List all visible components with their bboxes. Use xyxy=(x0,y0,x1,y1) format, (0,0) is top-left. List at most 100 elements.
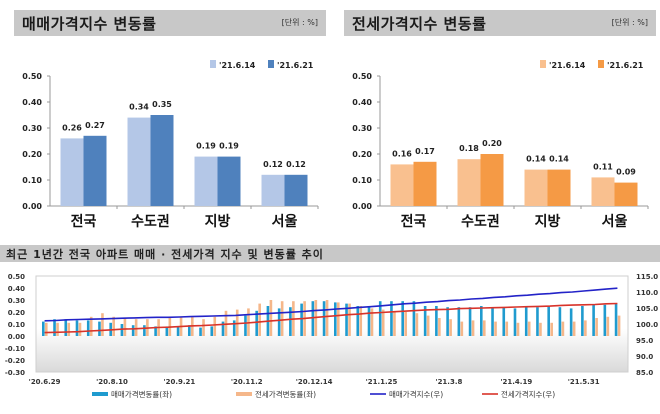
trend-line xyxy=(44,287,618,322)
trend-bar xyxy=(381,309,385,336)
jeonse-data-label: 0.14 xyxy=(526,155,546,164)
sale-legend-swatch xyxy=(210,60,216,68)
trend-bar xyxy=(75,320,79,336)
trend-bar xyxy=(438,318,441,336)
trend-bar xyxy=(244,315,247,336)
sale-y-tick-label: 0.10 xyxy=(22,176,42,185)
sale-bar xyxy=(60,138,84,206)
trend-bar xyxy=(460,321,464,336)
trend-bar xyxy=(98,321,101,336)
trend-bar xyxy=(348,303,351,336)
jeonse-bar xyxy=(614,182,638,206)
trend-bar xyxy=(101,313,104,336)
sale-price-change-panel: 매매가격지수 변동률 [단위 : %] 0.00 0.10 0.20 0.30 0.40… xyxy=(14,10,326,238)
trend-bar xyxy=(334,302,337,336)
trend-right-tick-label: 100.0 xyxy=(636,321,658,329)
jeonse-legend-label: '21.6.14 xyxy=(549,61,586,70)
jeonse-category-label: 지방 xyxy=(535,213,561,230)
trend-bar xyxy=(176,326,180,336)
sale-price-title-bar: 매매가격지수 변동률 [단위 : %] xyxy=(14,10,326,36)
trend-bar xyxy=(505,321,509,336)
trend-bar xyxy=(617,315,621,336)
jeonse-legend-swatch xyxy=(540,60,546,68)
trend-bar xyxy=(390,301,393,336)
trend-bar xyxy=(550,322,553,336)
sale-bar xyxy=(83,135,107,206)
trend-bar xyxy=(378,301,382,336)
jeonse-legend-label: '21.6.21 xyxy=(607,61,644,70)
trend-left-tick-label: 0.10 xyxy=(8,321,25,329)
trend-bar xyxy=(370,308,374,336)
trend-chart-title: 최근 1년간 전국 아파트 매매 · 전세가격 지수 및 변동률 추이 xyxy=(6,248,324,261)
trend-bar xyxy=(592,304,595,336)
trend-x-tick-label: '20.11.2 xyxy=(231,378,263,386)
trend-bar xyxy=(524,306,528,336)
trend-right-tick-label: 110.0 xyxy=(636,289,658,297)
trend-bar xyxy=(426,315,430,336)
sale-data-label: 0.26 xyxy=(62,123,82,132)
trend-bar xyxy=(561,321,565,336)
trend-bar xyxy=(606,316,610,336)
jeonse-category-label: 서울 xyxy=(602,213,628,230)
trend-combo-chart: 0.50 0.40 0.30 0.20 0.10 0.00 -0.10 -0.20 -0.30 1… xyxy=(5,273,658,399)
trend-bar xyxy=(120,324,124,336)
jeonse-price-change-panel: 전세가격지수 변동률 [단위 : %] 0.00 0.10 0.20 0.30 0.40… xyxy=(344,10,656,238)
trend-right-tick-label: 85.0 xyxy=(636,369,653,377)
sale-y-tick-label: 0.40 xyxy=(22,98,42,107)
jeonse-y-tick-label: 0.30 xyxy=(352,124,372,133)
trend-chart-title-bar: 최근 1년간 전국 아파트 매매 · 전세가격 지수 및 변동률 추이 xyxy=(0,245,660,262)
trend-bar xyxy=(78,322,82,336)
trend-bar xyxy=(491,307,494,336)
sale-data-label: 0.19 xyxy=(196,142,216,151)
jeonse-price-title-bar: 전세가격지수 변동률 [단위 : %] xyxy=(344,10,656,36)
trend-bar xyxy=(337,302,340,336)
trend-bar xyxy=(572,321,576,336)
sale-bar xyxy=(261,174,285,206)
trend-bar xyxy=(412,301,416,336)
sale-category-label: 전국 xyxy=(71,213,97,230)
trend-bar xyxy=(468,307,472,336)
trend-bar xyxy=(224,310,228,336)
sale-category-label: 지방 xyxy=(205,213,231,230)
sale-price-bar-chart: 0.00 0.10 0.20 0.30 0.40 0.50 전국 0.26 0.27 수도권 0.3… xyxy=(22,60,319,230)
jeonse-y-tick-label: 0.00 xyxy=(352,202,372,211)
trend-right-tick-label: 95.0 xyxy=(636,337,653,345)
trend-bar xyxy=(232,320,236,336)
jeonse-price-unit-label: [단위 : %] xyxy=(611,18,648,27)
trend-bar xyxy=(202,319,205,336)
trend-bar xyxy=(536,307,539,336)
trend-bar xyxy=(457,307,461,336)
trend-left-tick-label: 0.30 xyxy=(8,297,25,305)
trend-bar xyxy=(359,306,363,336)
jeonse-bar xyxy=(457,159,481,206)
trend-legend-label: 전세가격변동률(좌) xyxy=(255,389,316,399)
trend-bar xyxy=(558,307,562,336)
trend-bar xyxy=(516,322,520,336)
trend-bar xyxy=(86,320,90,336)
trend-bar xyxy=(67,322,71,336)
jeonse-data-label: 0.18 xyxy=(459,144,479,153)
jeonse-category-label: 수도권 xyxy=(461,214,500,230)
trend-bar xyxy=(584,320,587,336)
trend-right-tick-label: 90.0 xyxy=(636,353,653,361)
trend-line xyxy=(44,302,618,334)
trend-bar xyxy=(289,307,292,336)
trend-bar xyxy=(89,316,93,336)
trend-bar xyxy=(367,306,371,336)
trend-bar xyxy=(112,316,115,336)
trend-bar xyxy=(483,320,486,336)
jeonse-y-tick-label: 0.40 xyxy=(352,98,372,107)
trend-left-tick-label: 0.20 xyxy=(8,309,25,317)
trend-x-tick-label: '21.3.8 xyxy=(435,378,462,386)
trend-bar xyxy=(325,300,329,336)
jeonse-bar xyxy=(413,161,437,206)
trend-bar xyxy=(345,303,348,336)
jeonse-bar xyxy=(591,177,615,206)
trend-legend-label: 매매가격변동률(좌) xyxy=(111,389,172,399)
trend-bar xyxy=(221,321,225,336)
trend-x-tick-label: '21.1.25 xyxy=(366,378,398,386)
trend-bar xyxy=(435,306,438,336)
trend-bar xyxy=(393,312,396,336)
jeonse-data-label: 0.09 xyxy=(616,168,636,177)
trend-bar xyxy=(513,308,517,336)
